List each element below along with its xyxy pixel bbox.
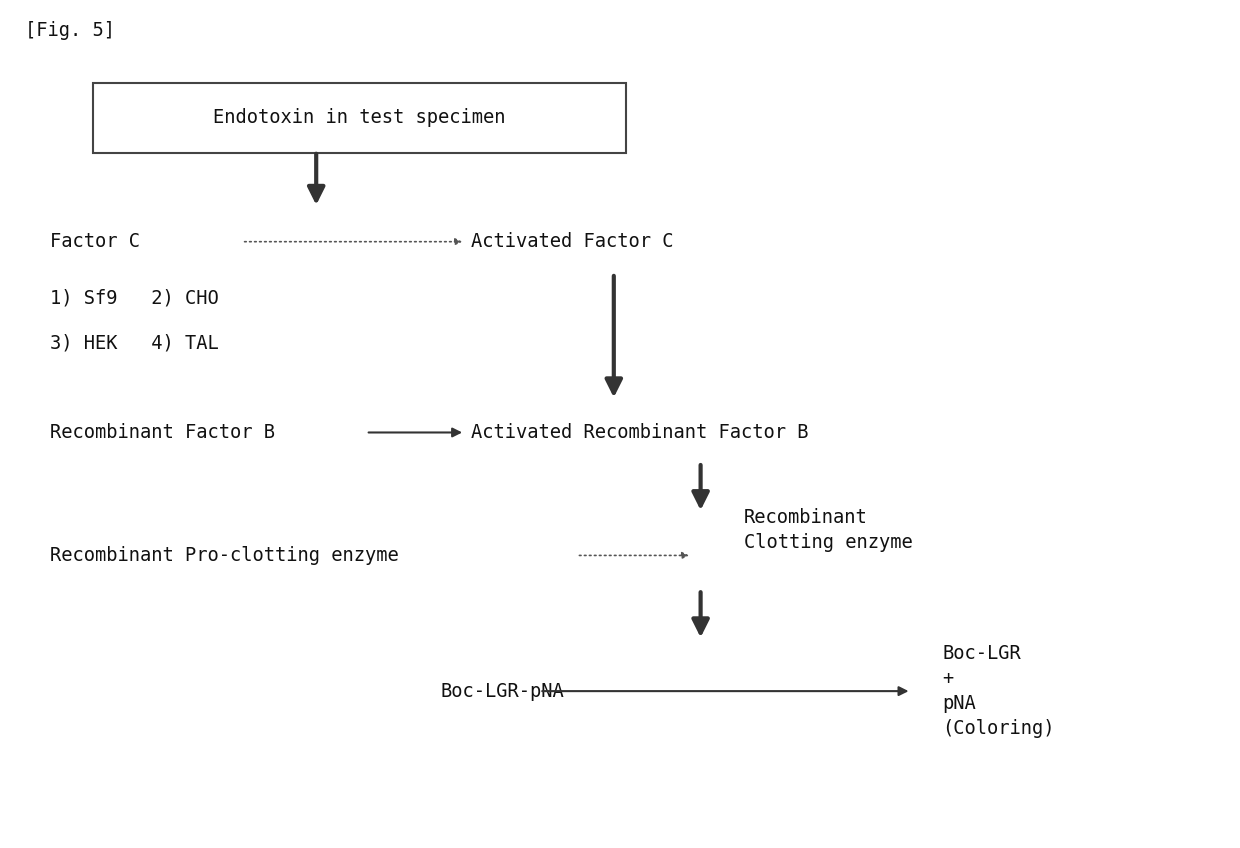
Text: Activated Factor C: Activated Factor C	[471, 232, 673, 251]
Text: Endotoxin in test specimen: Endotoxin in test specimen	[213, 109, 506, 127]
Text: Recombinant
Clotting enzyme: Recombinant Clotting enzyme	[744, 508, 913, 552]
Text: Recombinant Pro-clotting enzyme: Recombinant Pro-clotting enzyme	[50, 546, 398, 565]
FancyBboxPatch shape	[93, 83, 626, 153]
Text: Boc-LGR-pNA: Boc-LGR-pNA	[440, 682, 564, 700]
Text: [Fig. 5]: [Fig. 5]	[25, 21, 115, 40]
Text: Boc-LGR
+
pNA
(Coloring): Boc-LGR + pNA (Coloring)	[942, 644, 1055, 738]
Text: Activated Recombinant Factor B: Activated Recombinant Factor B	[471, 423, 808, 442]
Text: 1) Sf9   2) CHO: 1) Sf9 2) CHO	[50, 289, 218, 308]
Text: Factor C: Factor C	[50, 232, 140, 251]
Text: 3) HEK   4) TAL: 3) HEK 4) TAL	[50, 334, 218, 353]
Text: Recombinant Factor B: Recombinant Factor B	[50, 423, 274, 442]
